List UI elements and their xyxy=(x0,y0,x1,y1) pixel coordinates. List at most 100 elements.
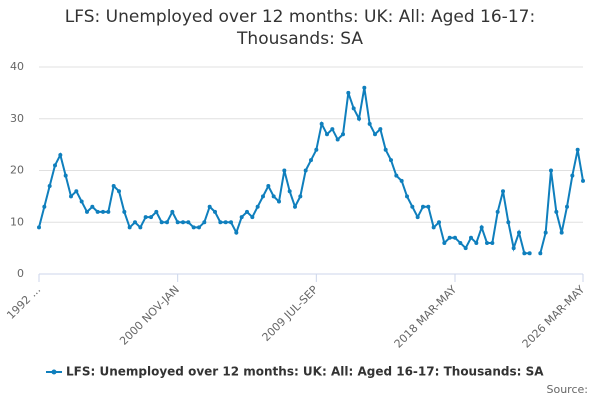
point xyxy=(570,173,575,178)
point xyxy=(538,251,543,256)
point xyxy=(474,240,479,245)
point xyxy=(47,184,52,189)
point xyxy=(399,178,404,183)
point xyxy=(341,132,345,137)
point xyxy=(517,230,521,235)
point xyxy=(463,246,468,251)
point xyxy=(101,209,105,214)
point xyxy=(383,147,388,152)
point xyxy=(325,132,329,137)
point xyxy=(74,189,79,194)
point xyxy=(351,106,356,111)
source: Source: xyxy=(547,383,589,396)
point xyxy=(154,209,159,214)
x-tick-label: 2009 JUL-SEP xyxy=(260,283,321,344)
point xyxy=(431,225,436,230)
point xyxy=(266,184,271,189)
point xyxy=(479,225,484,230)
point xyxy=(367,121,372,126)
point xyxy=(559,230,564,235)
point xyxy=(69,194,73,199)
point xyxy=(282,168,287,173)
point xyxy=(485,240,489,245)
point xyxy=(122,209,127,214)
point xyxy=(234,230,239,235)
point xyxy=(293,204,297,209)
point xyxy=(239,215,244,220)
point xyxy=(186,220,191,225)
point xyxy=(37,225,41,230)
point xyxy=(501,189,505,194)
point xyxy=(250,215,255,220)
point xyxy=(362,85,367,90)
chart-title: LFS: Unemployed over 12 months: UK: All:… xyxy=(64,7,536,49)
point xyxy=(421,204,425,209)
point xyxy=(389,158,393,163)
point xyxy=(175,220,180,225)
point xyxy=(346,90,351,95)
point xyxy=(218,220,223,225)
point xyxy=(111,184,116,189)
point xyxy=(469,235,473,240)
point xyxy=(207,204,212,209)
point xyxy=(202,220,207,225)
point xyxy=(165,220,169,225)
point xyxy=(581,178,585,183)
point xyxy=(143,215,148,220)
point xyxy=(495,209,500,214)
point xyxy=(314,147,319,152)
point xyxy=(223,220,228,225)
point xyxy=(95,209,100,214)
point xyxy=(378,127,383,132)
point xyxy=(511,246,516,251)
legend-label: LFS: Unemployed over 12 months: UK: All:… xyxy=(66,365,544,379)
point xyxy=(575,147,580,152)
point xyxy=(170,209,175,214)
point xyxy=(490,240,495,245)
point xyxy=(426,204,431,209)
point xyxy=(245,209,249,214)
point xyxy=(565,204,569,209)
point xyxy=(442,240,447,245)
x-tick-label: 2000 NOV-JAN xyxy=(117,283,182,348)
point xyxy=(117,189,121,194)
point xyxy=(373,132,377,137)
point xyxy=(149,215,153,220)
point xyxy=(458,240,463,245)
y-tick-label: 20 xyxy=(10,164,24,177)
point xyxy=(357,116,361,121)
y-tick-label: 0 xyxy=(17,267,24,280)
point xyxy=(106,209,111,214)
point xyxy=(63,173,68,178)
point xyxy=(58,152,63,157)
point xyxy=(410,204,415,209)
point xyxy=(298,194,303,199)
point xyxy=(554,209,559,214)
point xyxy=(319,121,324,126)
point xyxy=(261,194,265,199)
point xyxy=(453,235,457,240)
point xyxy=(127,225,132,230)
point xyxy=(181,220,185,225)
y-tick-label: 40 xyxy=(10,60,24,73)
x-tick-label: 2018 MAR-MAY xyxy=(392,283,460,351)
point xyxy=(229,220,233,225)
point xyxy=(447,235,452,240)
point xyxy=(191,225,196,230)
point xyxy=(405,194,409,199)
point xyxy=(42,204,47,209)
point xyxy=(303,168,308,173)
point xyxy=(527,251,532,256)
x-tick-label: 1992 ... xyxy=(4,283,43,322)
point xyxy=(335,137,340,142)
y-tick-label: 10 xyxy=(10,215,24,228)
point xyxy=(255,204,260,209)
y-tick-label: 30 xyxy=(10,112,24,125)
point xyxy=(543,230,548,235)
point xyxy=(330,127,335,132)
legend-marker xyxy=(51,369,57,375)
point xyxy=(415,215,420,220)
point xyxy=(287,189,292,194)
